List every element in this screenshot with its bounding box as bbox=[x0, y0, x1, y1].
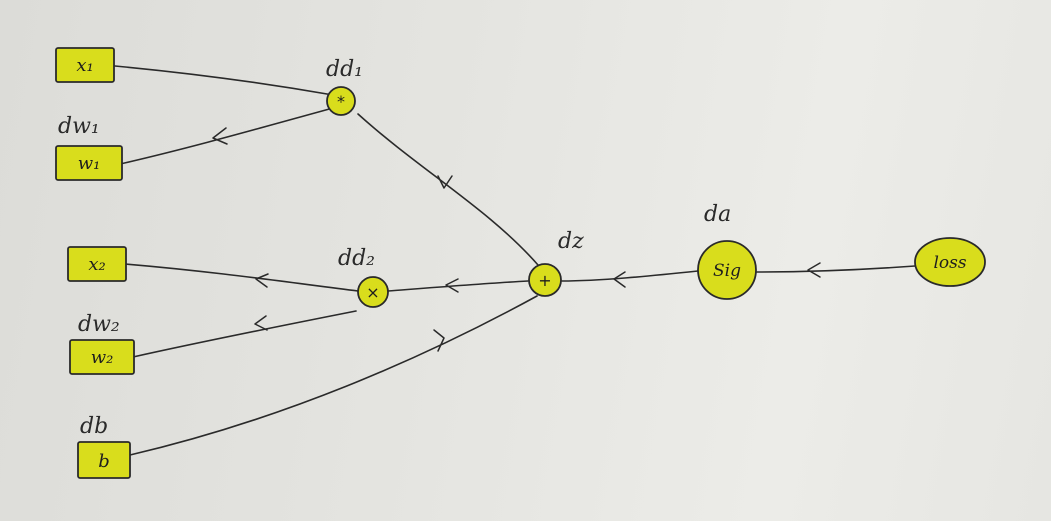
label-dd2: dd₂ bbox=[338, 246, 375, 271]
edge-mul1-to-add bbox=[357, 113, 539, 266]
label-dw2: dw₂ bbox=[78, 312, 120, 337]
edge-mul1-to-w1 bbox=[119, 107, 334, 165]
arrowhead-mul1-add bbox=[437, 175, 453, 189]
arrowhead-mul2-w2 bbox=[254, 315, 268, 331]
edge-x1-to-mul1 bbox=[114, 65, 334, 96]
label-dw1: dw₁ bbox=[58, 114, 100, 139]
add-symbol: + bbox=[538, 271, 551, 290]
label-db: db bbox=[80, 414, 108, 439]
input-box-w2: w₂ bbox=[69, 339, 135, 375]
label-dd1: dd₁ bbox=[326, 57, 363, 82]
arrowhead-sig-add bbox=[613, 271, 626, 288]
mul1-symbol: * bbox=[337, 92, 345, 111]
mul2-node: × bbox=[357, 276, 389, 308]
edge-x2-to-mul2 bbox=[124, 263, 359, 292]
mul1-node: * bbox=[326, 86, 356, 116]
arrowhead-mul2-x2 bbox=[255, 273, 269, 288]
arrowhead-add-b bbox=[433, 329, 445, 352]
input-box-b: b bbox=[77, 441, 131, 479]
input-box-w1: w₁ bbox=[55, 145, 123, 181]
input-x1-label: x₁ bbox=[76, 55, 93, 76]
mul2-symbol: × bbox=[366, 283, 379, 302]
edge-mul2-to-add bbox=[387, 280, 529, 292]
input-box-x2: x₂ bbox=[67, 246, 127, 282]
label-da: da bbox=[704, 202, 731, 227]
sig-label: Sig bbox=[713, 261, 741, 281]
input-box-x1: x₁ bbox=[55, 47, 115, 83]
edge-add-to-b bbox=[129, 295, 538, 456]
arrowhead-add-mul2 bbox=[445, 278, 459, 293]
sig-node: Sig bbox=[697, 240, 757, 300]
label-dz: dz bbox=[558, 229, 584, 254]
edge-sig-to-loss bbox=[756, 265, 916, 273]
edge-add-to-sig bbox=[561, 270, 699, 282]
loss-node: loss bbox=[914, 237, 986, 287]
input-x2-label: x₂ bbox=[88, 254, 105, 275]
input-w1-label: w₁ bbox=[78, 153, 101, 174]
input-b-label: b bbox=[98, 451, 110, 472]
add-node: + bbox=[528, 263, 562, 297]
input-w2-label: w₂ bbox=[91, 347, 114, 368]
loss-label: loss bbox=[933, 253, 966, 273]
edge-mul2-to-w2 bbox=[132, 310, 357, 358]
arrowhead-loss-sig bbox=[807, 262, 821, 278]
arrowhead-mul1-w1 bbox=[212, 127, 228, 145]
